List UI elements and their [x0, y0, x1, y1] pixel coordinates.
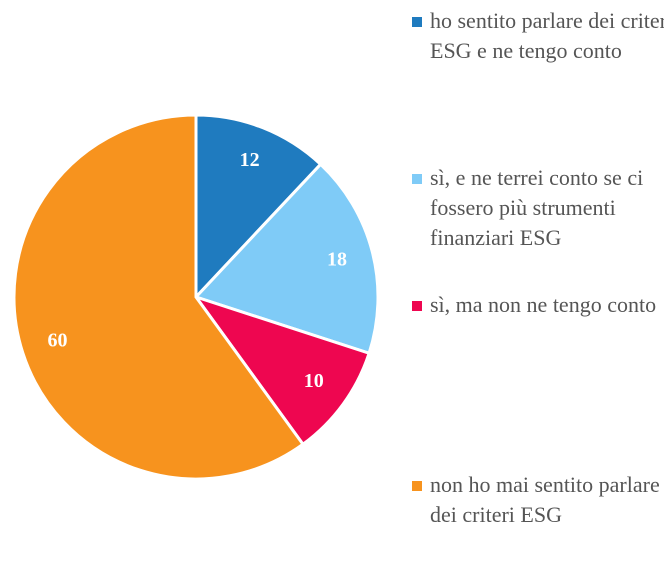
pie-slice: [12, 113, 306, 481]
data-label: 18: [327, 248, 347, 270]
legend-label: sì, ma non ne tengo conto: [430, 292, 657, 317]
data-label: 12: [240, 149, 260, 171]
data-label: 60: [48, 330, 68, 352]
legend-swatch: [412, 301, 422, 311]
legend-entry: sì, ma non ne tengo conto: [412, 290, 664, 320]
pie-slice: [194, 113, 323, 301]
data-label: 10: [304, 370, 324, 392]
legend-entry: non ho mai sentito parlare dei criteri E…: [412, 470, 664, 530]
legend-entry: sì, e ne terrei conto se ci fossero più …: [412, 163, 664, 253]
pie-slice: [192, 294, 371, 447]
legend-swatch: [412, 481, 422, 491]
pie-slice: [193, 162, 380, 356]
legend-swatch: [412, 17, 422, 27]
legend-label: sì, e ne terrei conto se ci fossero più …: [430, 165, 644, 250]
legend-swatch: [412, 174, 422, 184]
legend-entry: ho sentito parlare dei criteri ESG e ne …: [412, 6, 664, 66]
legend-label: ho sentito parlare dei criteri ESG e ne …: [430, 8, 664, 63]
legend-label: non ho mai sentito parlare dei criteri E…: [430, 472, 660, 527]
